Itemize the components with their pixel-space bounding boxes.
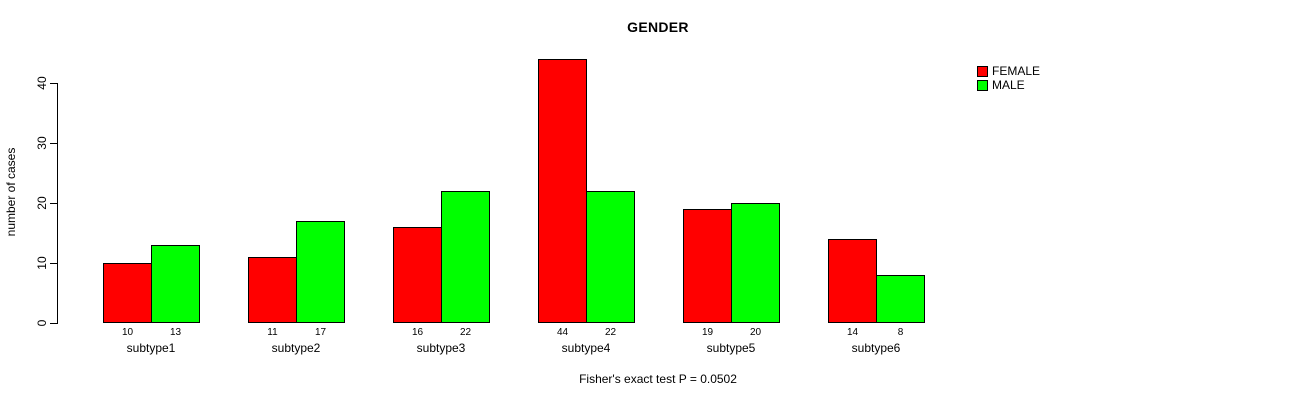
y-tick-label: 30 (35, 136, 49, 150)
category-label: subtype5 (706, 341, 756, 355)
y-axis-label: number of cases (4, 147, 18, 237)
y-tick-mark (50, 323, 57, 324)
category-label: subtype1 (126, 341, 176, 355)
bar-value-label: 11 (267, 327, 278, 338)
bar-male-subtype6 (876, 275, 925, 323)
legend-item-male: MALE (977, 79, 1040, 92)
y-tick-mark (50, 263, 57, 264)
y-tick-label: 10 (35, 256, 49, 270)
bar-value-label: 22 (604, 327, 617, 338)
legend-swatch-male (977, 80, 988, 91)
legend-label: FEMALE (992, 64, 1041, 78)
bar-female-subtype5 (683, 209, 732, 323)
category-label: subtype3 (416, 341, 466, 355)
y-tick-label: 20 (35, 196, 49, 210)
y-tick-mark (50, 203, 57, 204)
bar-male-subtype3 (441, 191, 490, 323)
bar-value-label: 10 (121, 327, 134, 338)
legend: FEMALE MALE (977, 65, 1040, 93)
bar-value-label: 16 (411, 327, 424, 338)
legend-item-female: FEMALE (977, 65, 1040, 78)
bar-male-subtype4 (586, 191, 635, 323)
bar-male-subtype1 (151, 245, 200, 323)
annotation-text: Fisher's exact test P = 0.0502 (579, 372, 737, 386)
bar-value-label: 13 (169, 327, 182, 338)
bar-female-subtype6 (828, 239, 877, 323)
legend-swatch-female (977, 66, 988, 77)
bar-value-label: 20 (749, 327, 762, 338)
y-tick-mark (50, 83, 57, 84)
bar-female-subtype4 (538, 59, 587, 323)
bar-female-subtype2 (248, 257, 297, 323)
legend-label: MALE (992, 78, 1025, 92)
bar-value-label: 44 (556, 327, 569, 338)
bar-male-subtype2 (296, 221, 345, 323)
bar-value-label: 8 (897, 327, 904, 338)
y-tick-mark (50, 143, 57, 144)
bar-value-label: 14 (846, 327, 859, 338)
y-tick-label: 0 (35, 319, 49, 327)
bar-value-label: 19 (701, 327, 714, 338)
y-axis-line (57, 83, 58, 324)
category-label: subtype4 (561, 341, 611, 355)
category-label: subtype6 (851, 341, 901, 355)
chart-title: GENDER (627, 19, 689, 35)
bar-female-subtype1 (103, 263, 152, 323)
bar-value-label: 22 (459, 327, 472, 338)
y-tick-label: 40 (35, 76, 49, 90)
bar-female-subtype3 (393, 227, 442, 323)
bar-value-label: 17 (314, 327, 327, 338)
bar-male-subtype5 (731, 203, 780, 323)
category-label: subtype2 (271, 341, 321, 355)
